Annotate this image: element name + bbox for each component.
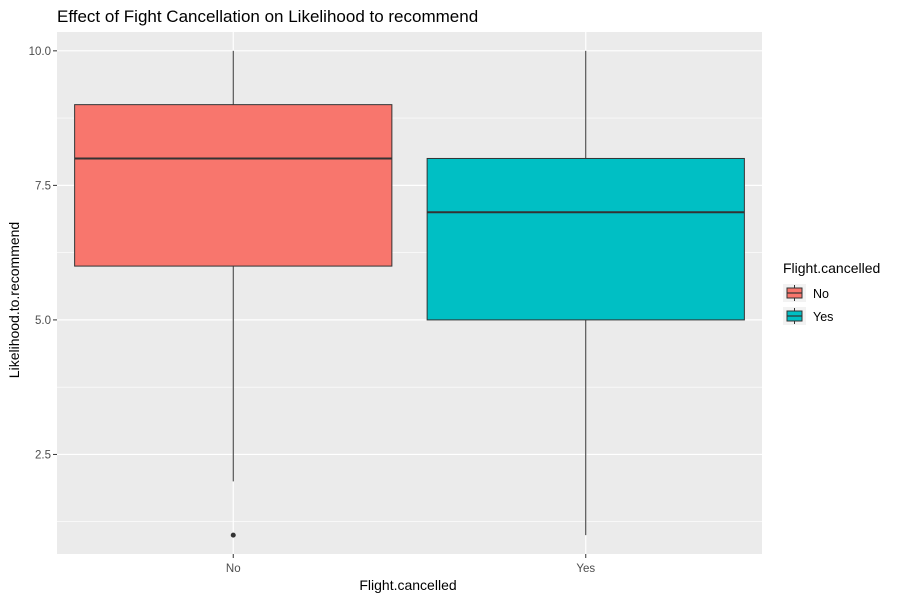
- y-tick-label: 7.5: [35, 180, 51, 192]
- y-tick-label: 5.0: [35, 315, 51, 327]
- iqr-box: [426, 157, 745, 321]
- x-tick-label: No: [226, 563, 241, 575]
- box-yes: [426, 50, 745, 536]
- x-axis-title: Flight.cancelled: [359, 577, 456, 593]
- x-tick-label: Yes: [576, 563, 595, 575]
- legend: Flight.cancelled No Yes: [783, 260, 880, 325]
- legend-label: Yes: [813, 310, 833, 324]
- box-no: [74, 50, 393, 538]
- y-tick-label: 2.5: [35, 449, 51, 461]
- legend-title: Flight.cancelled: [783, 260, 880, 276]
- legend-key-yes: [783, 307, 806, 325]
- box-series: [74, 50, 745, 538]
- y-tick-label: 10.0: [29, 46, 51, 58]
- chart-title: Effect of Fight Cancellation on Likeliho…: [57, 7, 478, 26]
- legend-label: No: [813, 287, 829, 301]
- y-axis-title: Likelihood.to.recommend: [6, 222, 22, 378]
- iqr-box: [74, 104, 393, 267]
- x-axis-ticks: No Yes: [226, 554, 595, 575]
- outlier-point: [230, 532, 236, 538]
- y-axis-ticks: 2.5 5.0 7.5 10.0: [29, 46, 57, 461]
- legend-key-no: [783, 284, 806, 302]
